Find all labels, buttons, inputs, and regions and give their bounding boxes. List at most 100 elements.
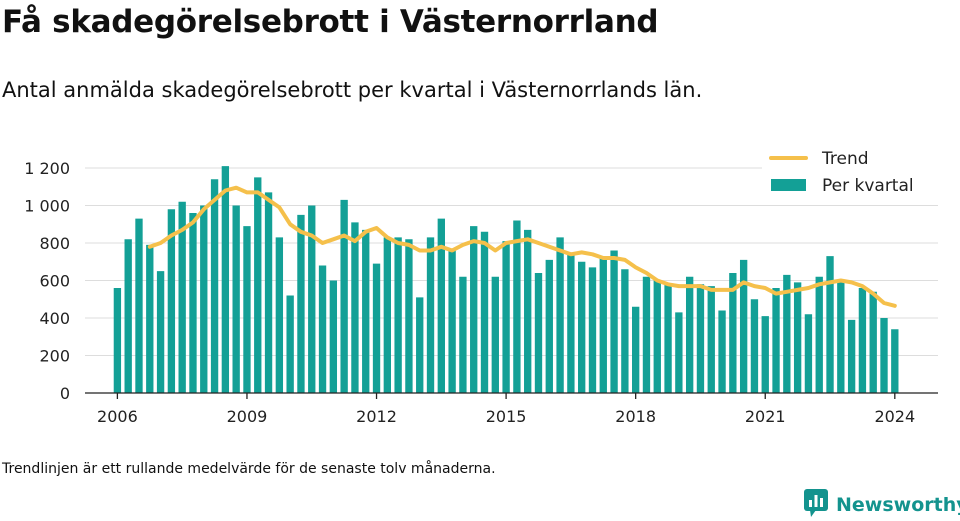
newsworthy-logo-icon xyxy=(804,489,828,521)
bar xyxy=(480,231,489,393)
y-tick-label: 400 xyxy=(39,309,70,328)
bar xyxy=(545,259,553,393)
bar xyxy=(804,314,813,393)
bar xyxy=(275,237,284,393)
line-series-trend xyxy=(147,185,897,308)
bar xyxy=(642,276,651,393)
axes: 0 200 400 600 800 1 000 1 200 2006 2009 2012 2015 2… xyxy=(24,159,938,426)
chart-title: Få skadegörelsebrott i Västernorrland xyxy=(2,4,659,40)
bar-series-per-kvartal xyxy=(113,166,899,393)
bar xyxy=(372,263,381,393)
bar xyxy=(599,256,607,393)
bar xyxy=(675,312,683,393)
chart: 0 200 400 600 800 1 000 1 200 2006 2009 2012 2015 2… xyxy=(24,146,938,426)
bar xyxy=(308,205,316,393)
bar xyxy=(847,319,856,393)
bar xyxy=(167,209,176,393)
legend: Trend Per kvartal xyxy=(762,146,938,204)
bar xyxy=(750,299,759,393)
brand-name: Newsworthy xyxy=(836,494,960,516)
chart-subtitle: Antal anmälda skadegörelsebrott per kvar… xyxy=(2,78,703,102)
bar xyxy=(254,177,262,393)
bar xyxy=(793,282,802,393)
bar xyxy=(502,241,510,393)
bar xyxy=(772,288,780,393)
bar xyxy=(416,297,424,393)
legend-label-trend: Trend xyxy=(821,149,869,169)
bar xyxy=(588,267,597,393)
bar xyxy=(394,237,402,393)
bar xyxy=(405,239,413,393)
trend-line xyxy=(147,185,897,308)
brand: Newsworthy xyxy=(804,489,960,521)
bar xyxy=(124,239,132,393)
bar xyxy=(318,265,327,393)
bar xyxy=(729,273,737,393)
bar xyxy=(739,259,748,393)
bar xyxy=(534,273,543,393)
bar xyxy=(891,329,899,393)
bar xyxy=(340,199,348,393)
bar xyxy=(146,244,154,393)
x-tick-label: 2018 xyxy=(615,407,656,426)
bar xyxy=(826,256,834,393)
bar xyxy=(329,280,338,393)
x-tick-label: 2006 xyxy=(97,407,138,426)
bar xyxy=(524,229,532,393)
bar xyxy=(513,220,521,393)
bar xyxy=(491,276,499,393)
bar xyxy=(869,291,877,393)
bar xyxy=(880,318,888,393)
bar xyxy=(664,284,672,393)
bar xyxy=(610,250,618,393)
bar xyxy=(156,271,165,393)
legend-bar-swatch xyxy=(771,179,806,191)
bar xyxy=(459,276,467,393)
bar xyxy=(437,218,445,393)
bar xyxy=(426,237,435,393)
y-tick-label: 800 xyxy=(39,234,70,253)
bar xyxy=(837,280,845,393)
y-tick-label: 0 xyxy=(60,384,70,403)
bar xyxy=(621,269,629,393)
bar xyxy=(189,213,197,393)
bar xyxy=(631,306,640,393)
bar xyxy=(232,205,240,393)
bar xyxy=(567,254,575,393)
bar xyxy=(783,274,791,393)
bar xyxy=(297,214,305,393)
bar xyxy=(135,218,143,393)
bar xyxy=(351,222,359,393)
bar xyxy=(113,288,122,393)
bar xyxy=(653,280,661,393)
bar xyxy=(210,179,219,393)
x-tick-label: 2012 xyxy=(356,407,397,426)
x-tick-label: 2009 xyxy=(227,407,268,426)
bar xyxy=(718,310,726,393)
bar xyxy=(696,284,705,393)
bar xyxy=(815,276,823,393)
bar xyxy=(448,248,456,393)
bar xyxy=(685,276,694,393)
footnote: Trendlinjen är ett rullande medelvärde f… xyxy=(2,461,496,477)
bar xyxy=(178,201,186,393)
x-tick-label: 2015 xyxy=(486,407,527,426)
legend-background xyxy=(762,146,938,204)
bar xyxy=(221,166,230,393)
x-tick-label: 2021 xyxy=(745,407,786,426)
bar xyxy=(286,295,294,393)
bar xyxy=(383,237,392,393)
bar xyxy=(761,316,769,393)
bar xyxy=(243,226,251,393)
y-tick-label: 600 xyxy=(39,272,70,291)
y-tick-label: 200 xyxy=(39,347,70,366)
bar xyxy=(200,205,208,393)
bar xyxy=(578,261,586,393)
y-tick-label: 1 200 xyxy=(24,159,70,178)
bar xyxy=(264,192,273,393)
bar xyxy=(362,229,370,393)
bar xyxy=(858,288,867,393)
x-tick-label: 2024 xyxy=(874,407,915,426)
bar xyxy=(556,237,564,393)
bar xyxy=(470,226,478,393)
